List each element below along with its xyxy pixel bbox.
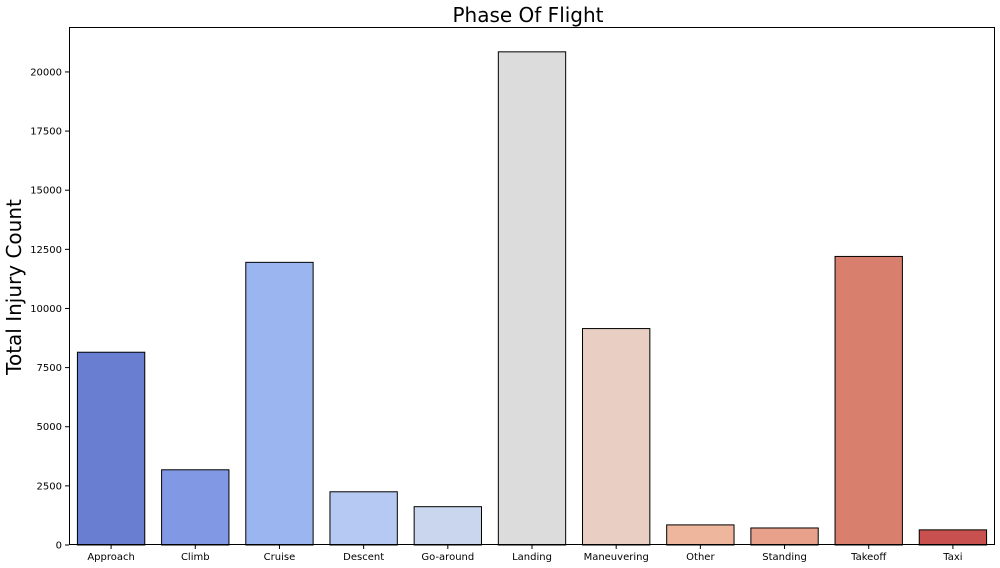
bar-other — [666, 524, 735, 546]
x-tick-label: Go-around — [421, 552, 474, 563]
bar-climb — [161, 469, 230, 546]
y-tick-label: 7500 — [37, 363, 62, 374]
y-axis-label: Total Injury Count — [2, 199, 26, 376]
bar-standing — [750, 527, 819, 546]
x-tick-label: Climb — [181, 552, 210, 563]
x-tick-label: Approach — [87, 552, 135, 563]
x-tick-label: Other — [686, 552, 715, 563]
x-tick-label: Takeoff — [850, 552, 887, 563]
x-tick-label: Landing — [512, 552, 552, 563]
chart-title: Phase Of Flight — [452, 3, 603, 27]
bar-cruise — [245, 261, 314, 546]
bar-go-around — [413, 506, 482, 546]
bar-takeoff — [834, 255, 903, 546]
y-tick-label: 15000 — [30, 186, 62, 197]
y-tick-label: 2500 — [37, 481, 62, 492]
x-ticks-group: Approach Climb Cruise Descent Go-around Landi… — [87, 545, 963, 563]
y-tick-label: 12500 — [30, 245, 62, 256]
x-tick-label: Cruise — [264, 552, 296, 563]
x-tick-label: Standing — [762, 552, 807, 563]
bar-taxi — [918, 529, 988, 546]
y-tick-label: 5000 — [37, 422, 62, 433]
bar-maneuvering — [582, 328, 651, 546]
y-tick-label: 10000 — [30, 304, 62, 315]
x-tick-label: Taxi — [942, 552, 962, 563]
y-tick-label: 0 — [56, 541, 62, 552]
bar-approach — [76, 351, 146, 546]
plot-frame — [69, 27, 995, 545]
bar-landing — [497, 51, 567, 546]
y-tick-label: 20000 — [30, 67, 62, 78]
x-tick-label: Descent — [343, 552, 384, 563]
y-tick-label: 17500 — [30, 127, 62, 138]
bar-descent — [329, 491, 398, 546]
y-ticks-group: 0 2500 5000 7500 10000 12500 15000 17500 20000 — [30, 67, 69, 552]
bars-group — [76, 51, 988, 546]
x-tick-label: Maneuvering — [584, 552, 649, 563]
